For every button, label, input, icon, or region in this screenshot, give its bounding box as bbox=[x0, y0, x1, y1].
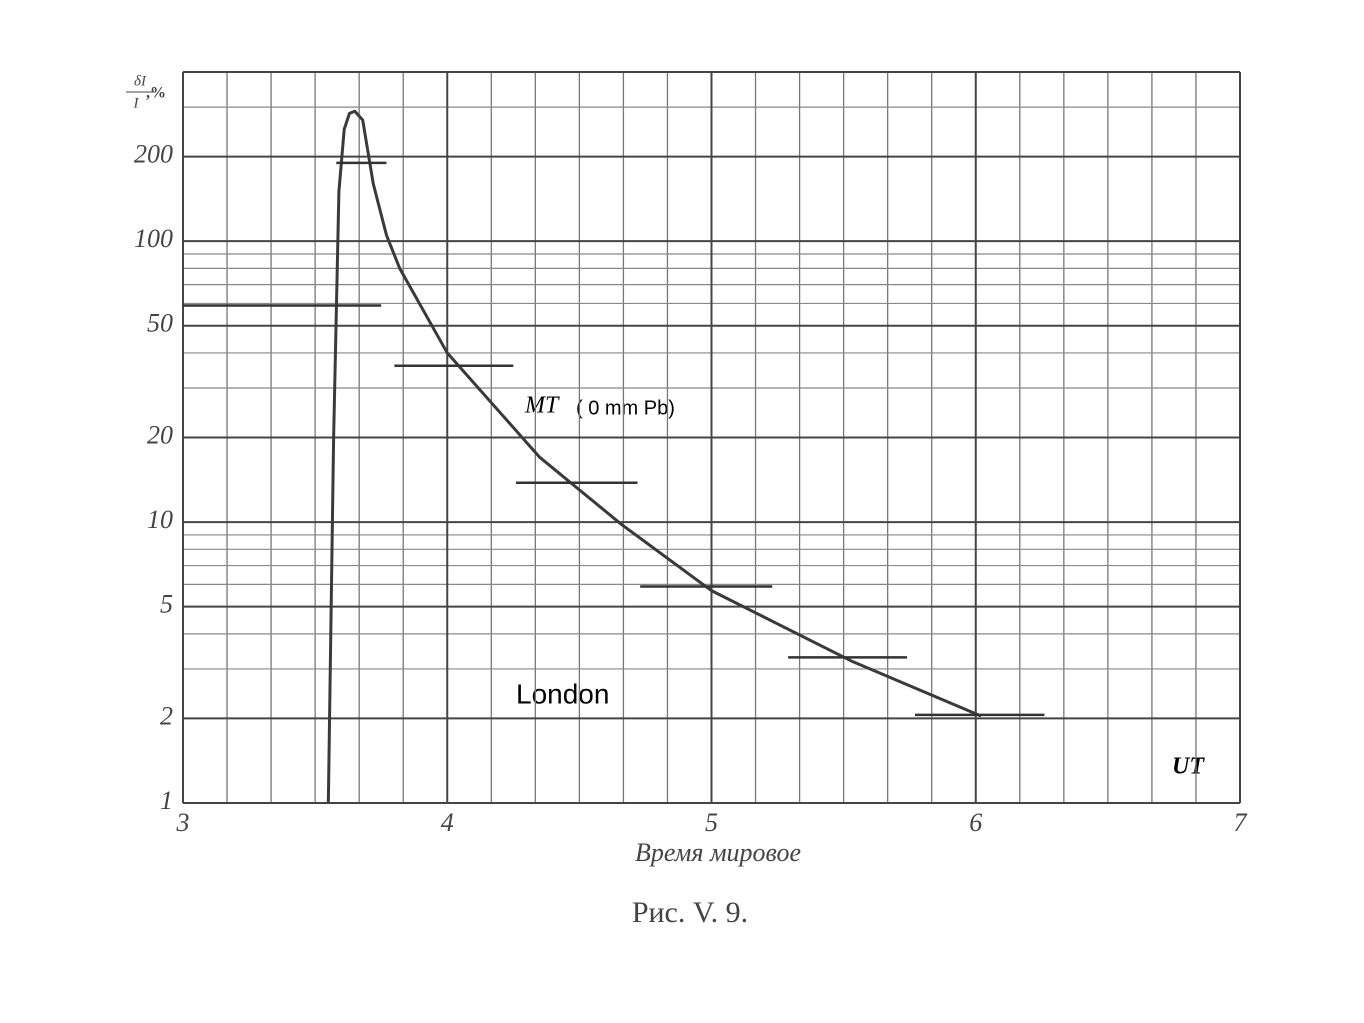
y-tick-label: 20 bbox=[147, 420, 173, 449]
x-tick-label: 4 bbox=[441, 808, 454, 837]
y-tick-label: 50 bbox=[147, 309, 173, 338]
x-label: Время мировое bbox=[635, 838, 801, 867]
x-tick-label: 5 bbox=[705, 808, 718, 837]
y-tick-label: 1 bbox=[160, 786, 173, 815]
y-tick-label: 10 bbox=[147, 505, 173, 534]
y-label-denominator: I bbox=[133, 95, 140, 111]
x-tick-label: 3 bbox=[176, 808, 190, 837]
caption: Рис. V. 9. bbox=[632, 896, 748, 929]
annotation: ( 0 mm Pb) bbox=[576, 397, 675, 419]
y-tick-label: 5 bbox=[160, 590, 173, 619]
annotation: UT bbox=[1172, 754, 1205, 780]
x-tick-label: 6 bbox=[969, 808, 982, 837]
curve bbox=[326, 109, 982, 804]
annotation: London bbox=[516, 678, 609, 709]
y-label-numerator: δI bbox=[134, 73, 147, 89]
y-tick-label: 200 bbox=[134, 140, 173, 169]
y-label-unit: ,% bbox=[146, 85, 166, 102]
x-tick-label: 7 bbox=[1234, 808, 1248, 837]
y-tick-label: 2 bbox=[160, 701, 173, 730]
y-tick-label: 100 bbox=[134, 224, 173, 253]
annotation: MT bbox=[524, 393, 560, 419]
